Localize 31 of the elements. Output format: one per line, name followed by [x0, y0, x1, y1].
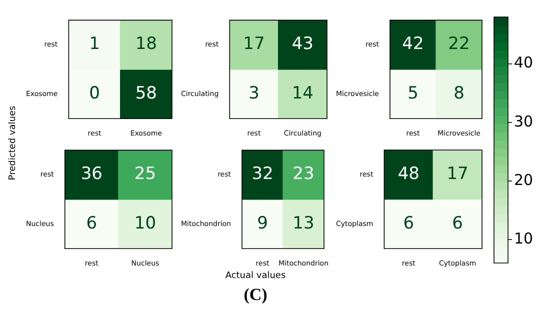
data-label: 18	[135, 34, 157, 54]
data-label: 32	[252, 164, 274, 184]
data-label: 23	[292, 164, 314, 184]
data-label: 1	[89, 34, 100, 54]
data-label: 22	[448, 34, 470, 54]
color-bar-label: 10	[514, 229, 534, 248]
data-label: 17	[243, 34, 265, 54]
data-label: 6	[452, 213, 463, 234]
data-label: 13	[292, 213, 314, 234]
data-label: 14	[292, 83, 314, 104]
data-label: 6	[86, 213, 98, 234]
color-bar-label: 20	[514, 170, 534, 189]
x-axis-title: Actual values	[224, 271, 287, 281]
y-axis-title: Predicted values	[8, 104, 18, 182]
data-label: 10	[134, 213, 156, 234]
data-label: 6	[403, 213, 414, 234]
data-label: 9	[257, 213, 268, 234]
data-label: 8	[454, 83, 464, 104]
data-label: 17	[446, 164, 468, 184]
data-label: 42	[402, 34, 424, 54]
data-label: 5	[408, 83, 418, 104]
data-label: 0	[89, 83, 100, 104]
data-label: 43	[292, 34, 314, 54]
data-label: 36	[80, 164, 102, 184]
color-bar-label: 40	[514, 54, 534, 72]
data-label: 58	[135, 83, 157, 104]
data-label: 48	[398, 164, 420, 184]
color-bar-label: 30	[514, 112, 534, 130]
data-label: 25	[134, 164, 156, 184]
text: (C)	[242, 285, 268, 305]
data-label: 3	[248, 83, 260, 104]
